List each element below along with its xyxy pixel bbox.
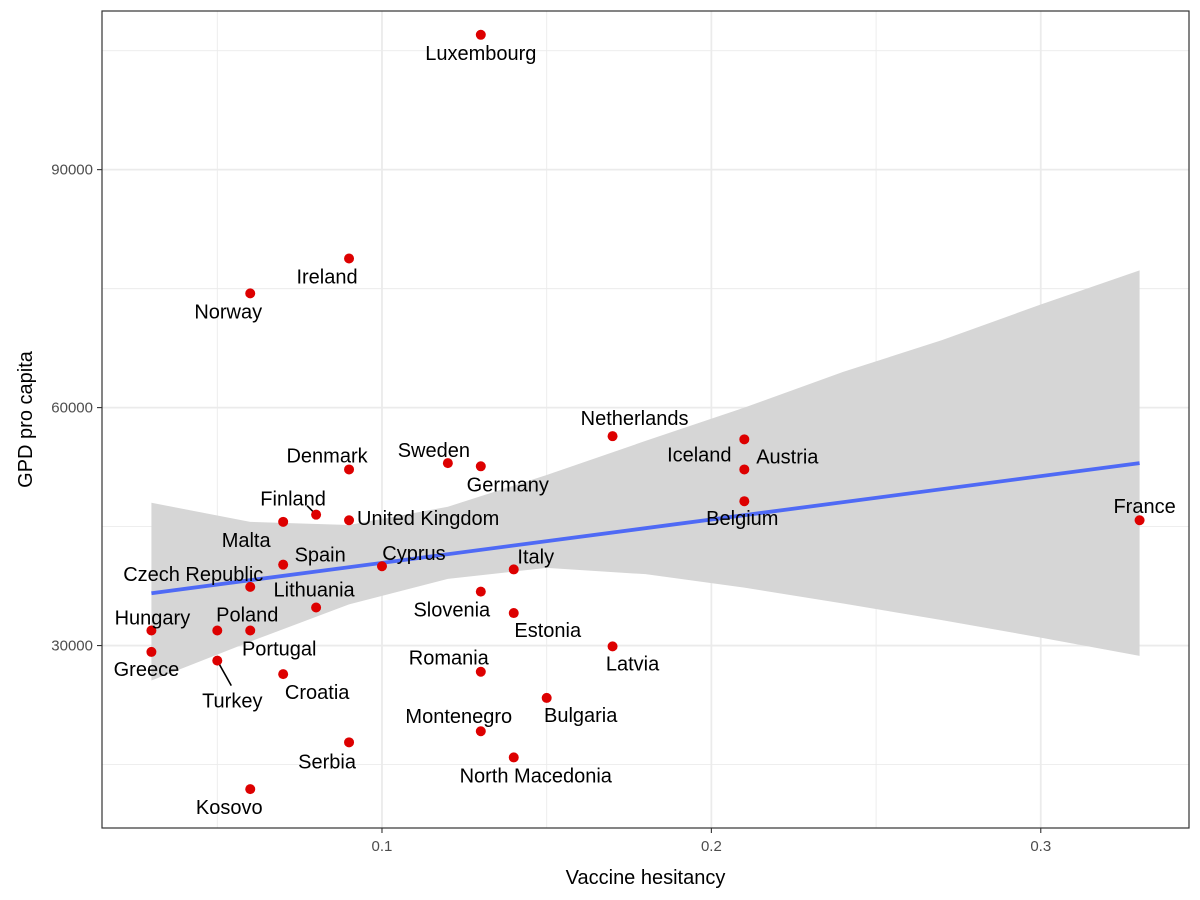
point-labels-layer: Luxembourg Ireland Norway Netherlands Icelan… [114, 43, 1176, 819]
point-label-finland: Finland [260, 489, 326, 511]
data-point-romania [475, 666, 486, 677]
point-label-malta: Malta [222, 530, 272, 552]
point-label-poland: Poland [216, 604, 278, 626]
panel-border [101, 10, 1190, 829]
data-point-poland [212, 625, 223, 636]
data-point-slovenia [475, 586, 486, 597]
data-point-france [1134, 515, 1145, 526]
x-tick-label: 0.2 [701, 838, 722, 855]
data-point-denmark [344, 464, 355, 475]
data-point-greece [146, 646, 157, 657]
data-point-bulgaria [541, 692, 552, 703]
point-label-luxembourg: Luxembourg [425, 43, 536, 65]
point-label-germany: Germany [467, 474, 549, 496]
data-point-latvia [607, 641, 618, 652]
data-point-luxembourg [475, 29, 486, 40]
point-label-denmark: Denmark [286, 445, 368, 467]
point-label-kosovo: Kosovo [196, 797, 263, 819]
point-label-romania: Romania [409, 648, 490, 670]
data-point-kosovo [245, 784, 256, 795]
point-label-france: France [1113, 496, 1175, 518]
data-points-layer [146, 29, 1145, 795]
point-label-lithuania: Lithuania [274, 579, 356, 601]
data-point-croatia [278, 669, 289, 680]
data-point-cyprus [376, 561, 387, 572]
point-label-cyprus: Cyprus [382, 543, 445, 565]
y-tick-label: 60000 [51, 400, 93, 417]
point-label-iceland: Iceland [667, 444, 732, 466]
confidence-band-layer [151, 270, 1140, 681]
trend-line-layer [151, 461, 1140, 596]
confidence-band [151, 270, 1140, 681]
point-label-sweden: Sweden [398, 440, 470, 462]
data-point-netherlands [607, 431, 618, 442]
point-label-greece: Greece [114, 659, 180, 681]
x-axis-title: Vaccine hesitancy [566, 867, 726, 889]
y-axis-title: GPD pro capita [15, 350, 37, 488]
point-label-portugal: Portugal [242, 638, 317, 660]
data-point-north-macedonia [508, 752, 519, 763]
point-label-czech-republic: Czech Republic [123, 564, 263, 586]
data-point-lithuania [311, 602, 322, 613]
data-point-hungary [146, 625, 157, 636]
point-label-italy: Italy [517, 546, 554, 568]
data-point-ireland [344, 253, 355, 264]
point-label-turkey: Turkey [202, 691, 262, 713]
data-point-iceland [739, 434, 750, 445]
data-point-belgium [739, 496, 750, 507]
point-label-spain: Spain [295, 545, 346, 567]
point-label-belgium: Belgium [706, 508, 778, 530]
point-label-slovenia: Slovenia [413, 600, 491, 622]
point-label-united-kingdom: United Kingdom [357, 508, 499, 530]
data-point-serbia [344, 737, 355, 748]
data-point-germany [475, 461, 486, 472]
point-label-norway: Norway [194, 301, 262, 323]
data-point-austria [739, 464, 750, 475]
point-label-austria: Austria [756, 446, 819, 468]
point-label-croatia: Croatia [285, 682, 350, 704]
point-label-hungary: Hungary [115, 607, 191, 629]
point-label-serbia: Serbia [298, 751, 357, 773]
x-tick-label: 0.3 [1030, 838, 1051, 855]
data-point-finland [311, 509, 322, 520]
point-label-bulgaria: Bulgaria [544, 705, 618, 727]
data-point-montenegro [475, 726, 486, 737]
axis-layer: 0.1 0.2 0.3 30000 60000 90000 [51, 162, 1051, 855]
point-label-estonia: Estonia [514, 620, 582, 642]
data-point-portugal [245, 625, 256, 636]
data-point-malta [278, 516, 289, 527]
trend-line [151, 461, 1140, 596]
point-label-montenegro: Montenegro [405, 706, 512, 728]
y-tick-label: 90000 [51, 162, 93, 179]
point-label-netherlands: Netherlands [581, 408, 689, 430]
point-label-latvia: Latvia [606, 653, 660, 675]
data-point-estonia [508, 608, 519, 619]
x-tick-label: 0.1 [372, 838, 393, 855]
y-tick-label: 30000 [51, 638, 93, 655]
data-point-spain [278, 559, 289, 570]
data-point-czech-republic [245, 581, 256, 592]
data-point-united-kingdom [344, 515, 355, 526]
data-point-italy [508, 564, 519, 575]
data-point-turkey [212, 655, 223, 666]
point-label-north-macedonia: North Macedonia [460, 765, 613, 787]
point-label-ireland: Ireland [296, 266, 357, 288]
data-point-sweden [442, 458, 453, 469]
data-point-norway [245, 288, 256, 299]
